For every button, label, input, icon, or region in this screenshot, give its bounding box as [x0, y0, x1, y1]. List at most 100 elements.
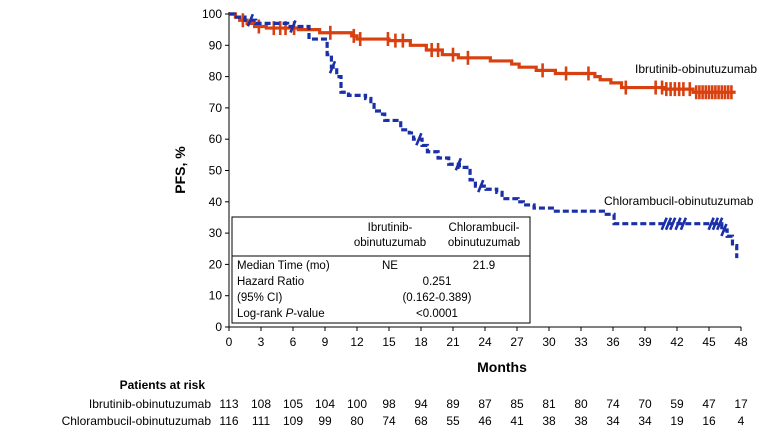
risk-value: 99: [318, 414, 332, 428]
curve-chlorambucil: [229, 12, 739, 259]
y-tick-label-60: 60: [209, 132, 223, 146]
risk-value: 108: [251, 397, 271, 411]
stats-median-val1: NE: [382, 260, 398, 272]
censor-mark: [711, 217, 720, 231]
x-tick-label-15: 15: [382, 335, 396, 349]
series-label-chlorambucil: Chlorambucil-obinutuzumab: [604, 194, 754, 208]
stats-logrank-label: Log-rank P-value: [237, 308, 325, 320]
x-tick-label-45: 45: [702, 335, 716, 349]
x-tick-label-48: 48: [734, 335, 748, 349]
risk-value: 98: [382, 397, 396, 411]
risk-value: 105: [283, 397, 303, 411]
risk-value: 87: [478, 397, 492, 411]
risk-value: 104: [315, 397, 335, 411]
y-tick-label-90: 90: [209, 38, 223, 52]
risk-value: 4: [738, 414, 745, 428]
risk-value: 17: [734, 397, 748, 411]
censor-mark: [477, 179, 485, 193]
censor-mark: [415, 132, 423, 146]
risk-value: 116: [219, 414, 238, 428]
stats-box-frame: [231, 216, 531, 324]
survival-curves: [229, 12, 739, 259]
x-tick-label-27: 27: [510, 335, 524, 349]
stats-logrank-value: <0.0001: [416, 308, 458, 320]
risk-value: 74: [382, 414, 396, 428]
censor-mark: [660, 217, 668, 231]
y-tick-label-10: 10: [209, 289, 223, 303]
risk-value: 85: [510, 397, 524, 411]
censor-mark: [454, 157, 463, 171]
censor-mark: [328, 60, 337, 74]
x-tick-label-21: 21: [446, 335, 460, 349]
y-tick-label-70: 70: [209, 101, 223, 115]
censor-mark: [664, 217, 673, 231]
y-tick-label-0: 0: [215, 320, 222, 334]
y-tick-label-50: 50: [209, 164, 223, 178]
risk-table-title: Patients at risk: [120, 378, 206, 392]
stats-col1-header-2: obinutuzumab: [354, 237, 426, 249]
risk-value: 47: [702, 397, 716, 411]
risk-value: 34: [638, 414, 652, 428]
risk-value: 80: [350, 414, 364, 428]
x-tick-label-12: 12: [350, 335, 364, 349]
risk-value: 38: [542, 414, 556, 428]
risk-value: 46: [478, 414, 492, 428]
y-tick-label-40: 40: [209, 195, 223, 209]
risk-value: 100: [347, 397, 367, 411]
risk-value: 81: [542, 397, 556, 411]
risk-value: 94: [414, 397, 428, 411]
x-tick-label-36: 36: [606, 335, 620, 349]
y-tick-label-80: 80: [209, 70, 223, 84]
x-tick-label-33: 33: [574, 335, 588, 349]
stats-col1-header-1: Ibrutinib-: [368, 222, 413, 234]
risk-value: 16: [702, 414, 716, 428]
risk-row-label-ibrutinib: Ibrutinib-obinutuzumab: [89, 397, 211, 411]
stats-median-label: Median Time (mo): [237, 260, 330, 272]
y-axis-title: PFS, %: [172, 146, 188, 194]
x-tick-label-3: 3: [258, 335, 265, 349]
x-tick-label-9: 9: [322, 335, 329, 349]
x-tick-label-24: 24: [478, 335, 492, 349]
risk-value: 41: [510, 414, 524, 428]
censor-mark: [679, 217, 688, 231]
censor-mark: [720, 223, 728, 237]
censor-mark: [669, 217, 677, 231]
risk-table: Patients at risk Ibrutinib-obinutuzumab …: [62, 378, 748, 428]
stats-ci-value: (0.162-0.389): [402, 292, 471, 304]
x-tick-label-0: 0: [226, 335, 233, 349]
curve-ibrutinib: [229, 12, 736, 94]
censor-mark: [674, 217, 682, 231]
censor-mark: [707, 217, 715, 231]
censor-mark: [289, 20, 297, 34]
censor-mark: [715, 217, 724, 231]
stats-median-val2: 21.9: [473, 260, 495, 272]
risk-value: 19: [670, 414, 684, 428]
x-tick-label-30: 30: [542, 335, 556, 349]
x-tick-label-39: 39: [638, 335, 652, 349]
risk-value: 68: [414, 414, 428, 428]
series-label-ibrutinib: Ibrutinib-obinutuzumab: [635, 62, 757, 76]
stats-col2-header-1: Chlorambucil-: [449, 222, 520, 234]
stats-hr-value: 0.251: [423, 276, 452, 288]
y-tick-label-30: 30: [209, 226, 223, 240]
risk-value: 111: [252, 414, 271, 428]
risk-value: 59: [670, 397, 684, 411]
risk-value: 70: [638, 397, 652, 411]
x-tick-label-18: 18: [414, 335, 428, 349]
risk-value: 34: [606, 414, 620, 428]
risk-value: 113: [219, 397, 238, 411]
stats-box: Ibrutinib- obinutuzumab Chlorambucil- ob…: [231, 216, 531, 324]
risk-value: 89: [446, 397, 460, 411]
y-tick-label-100: 100: [202, 7, 222, 21]
stats-hr-label: Hazard Ratio: [237, 276, 304, 288]
risk-value: 38: [574, 414, 588, 428]
stats-ci-label: (95% CI): [237, 292, 283, 304]
x-tick-label-42: 42: [670, 335, 684, 349]
x-axis-title: Months: [477, 359, 527, 375]
x-tick-label-6: 6: [290, 335, 297, 349]
risk-row-label-chlorambucil: Chlorambucil-obinutuzumab: [62, 414, 212, 428]
risk-value: 55: [446, 414, 460, 428]
censor-mark: [246, 13, 255, 27]
